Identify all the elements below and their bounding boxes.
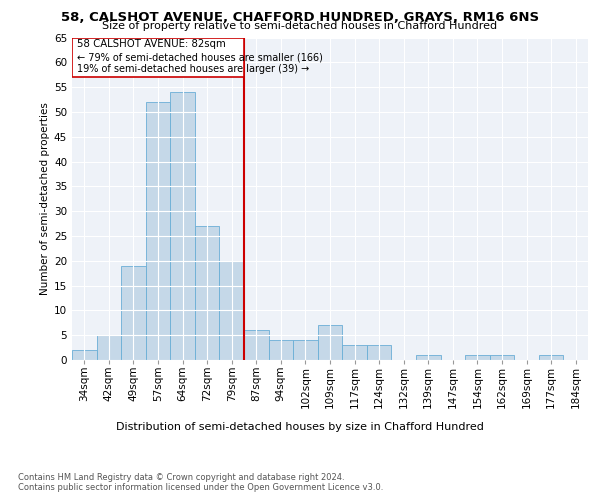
Bar bbox=[293, 340, 318, 360]
FancyBboxPatch shape bbox=[72, 38, 244, 77]
Bar bbox=[195, 226, 220, 360]
Text: Size of property relative to semi-detached houses in Chafford Hundred: Size of property relative to semi-detach… bbox=[103, 21, 497, 31]
Text: Distribution of semi-detached houses by size in Chafford Hundred: Distribution of semi-detached houses by … bbox=[116, 422, 484, 432]
Text: 58, CALSHOT AVENUE, CHAFFORD HUNDRED, GRAYS, RM16 6NS: 58, CALSHOT AVENUE, CHAFFORD HUNDRED, GR… bbox=[61, 11, 539, 24]
Bar bbox=[367, 345, 391, 360]
Bar bbox=[490, 355, 514, 360]
Bar bbox=[97, 335, 121, 360]
Bar bbox=[220, 261, 244, 360]
Bar bbox=[416, 355, 440, 360]
Bar bbox=[342, 345, 367, 360]
Text: ← 79% of semi-detached houses are smaller (166): ← 79% of semi-detached houses are smalle… bbox=[77, 52, 323, 62]
Bar bbox=[465, 355, 490, 360]
Bar bbox=[318, 326, 342, 360]
Bar bbox=[269, 340, 293, 360]
Text: 58 CALSHOT AVENUE: 82sqm: 58 CALSHOT AVENUE: 82sqm bbox=[77, 40, 226, 50]
Bar bbox=[146, 102, 170, 360]
Y-axis label: Number of semi-detached properties: Number of semi-detached properties bbox=[40, 102, 50, 295]
Text: 19% of semi-detached houses are larger (39) →: 19% of semi-detached houses are larger (… bbox=[77, 64, 309, 74]
Bar bbox=[72, 350, 97, 360]
Bar bbox=[170, 92, 195, 360]
Bar bbox=[121, 266, 146, 360]
Text: Contains HM Land Registry data © Crown copyright and database right 2024.
Contai: Contains HM Land Registry data © Crown c… bbox=[18, 472, 383, 492]
Bar bbox=[539, 355, 563, 360]
Bar bbox=[244, 330, 269, 360]
